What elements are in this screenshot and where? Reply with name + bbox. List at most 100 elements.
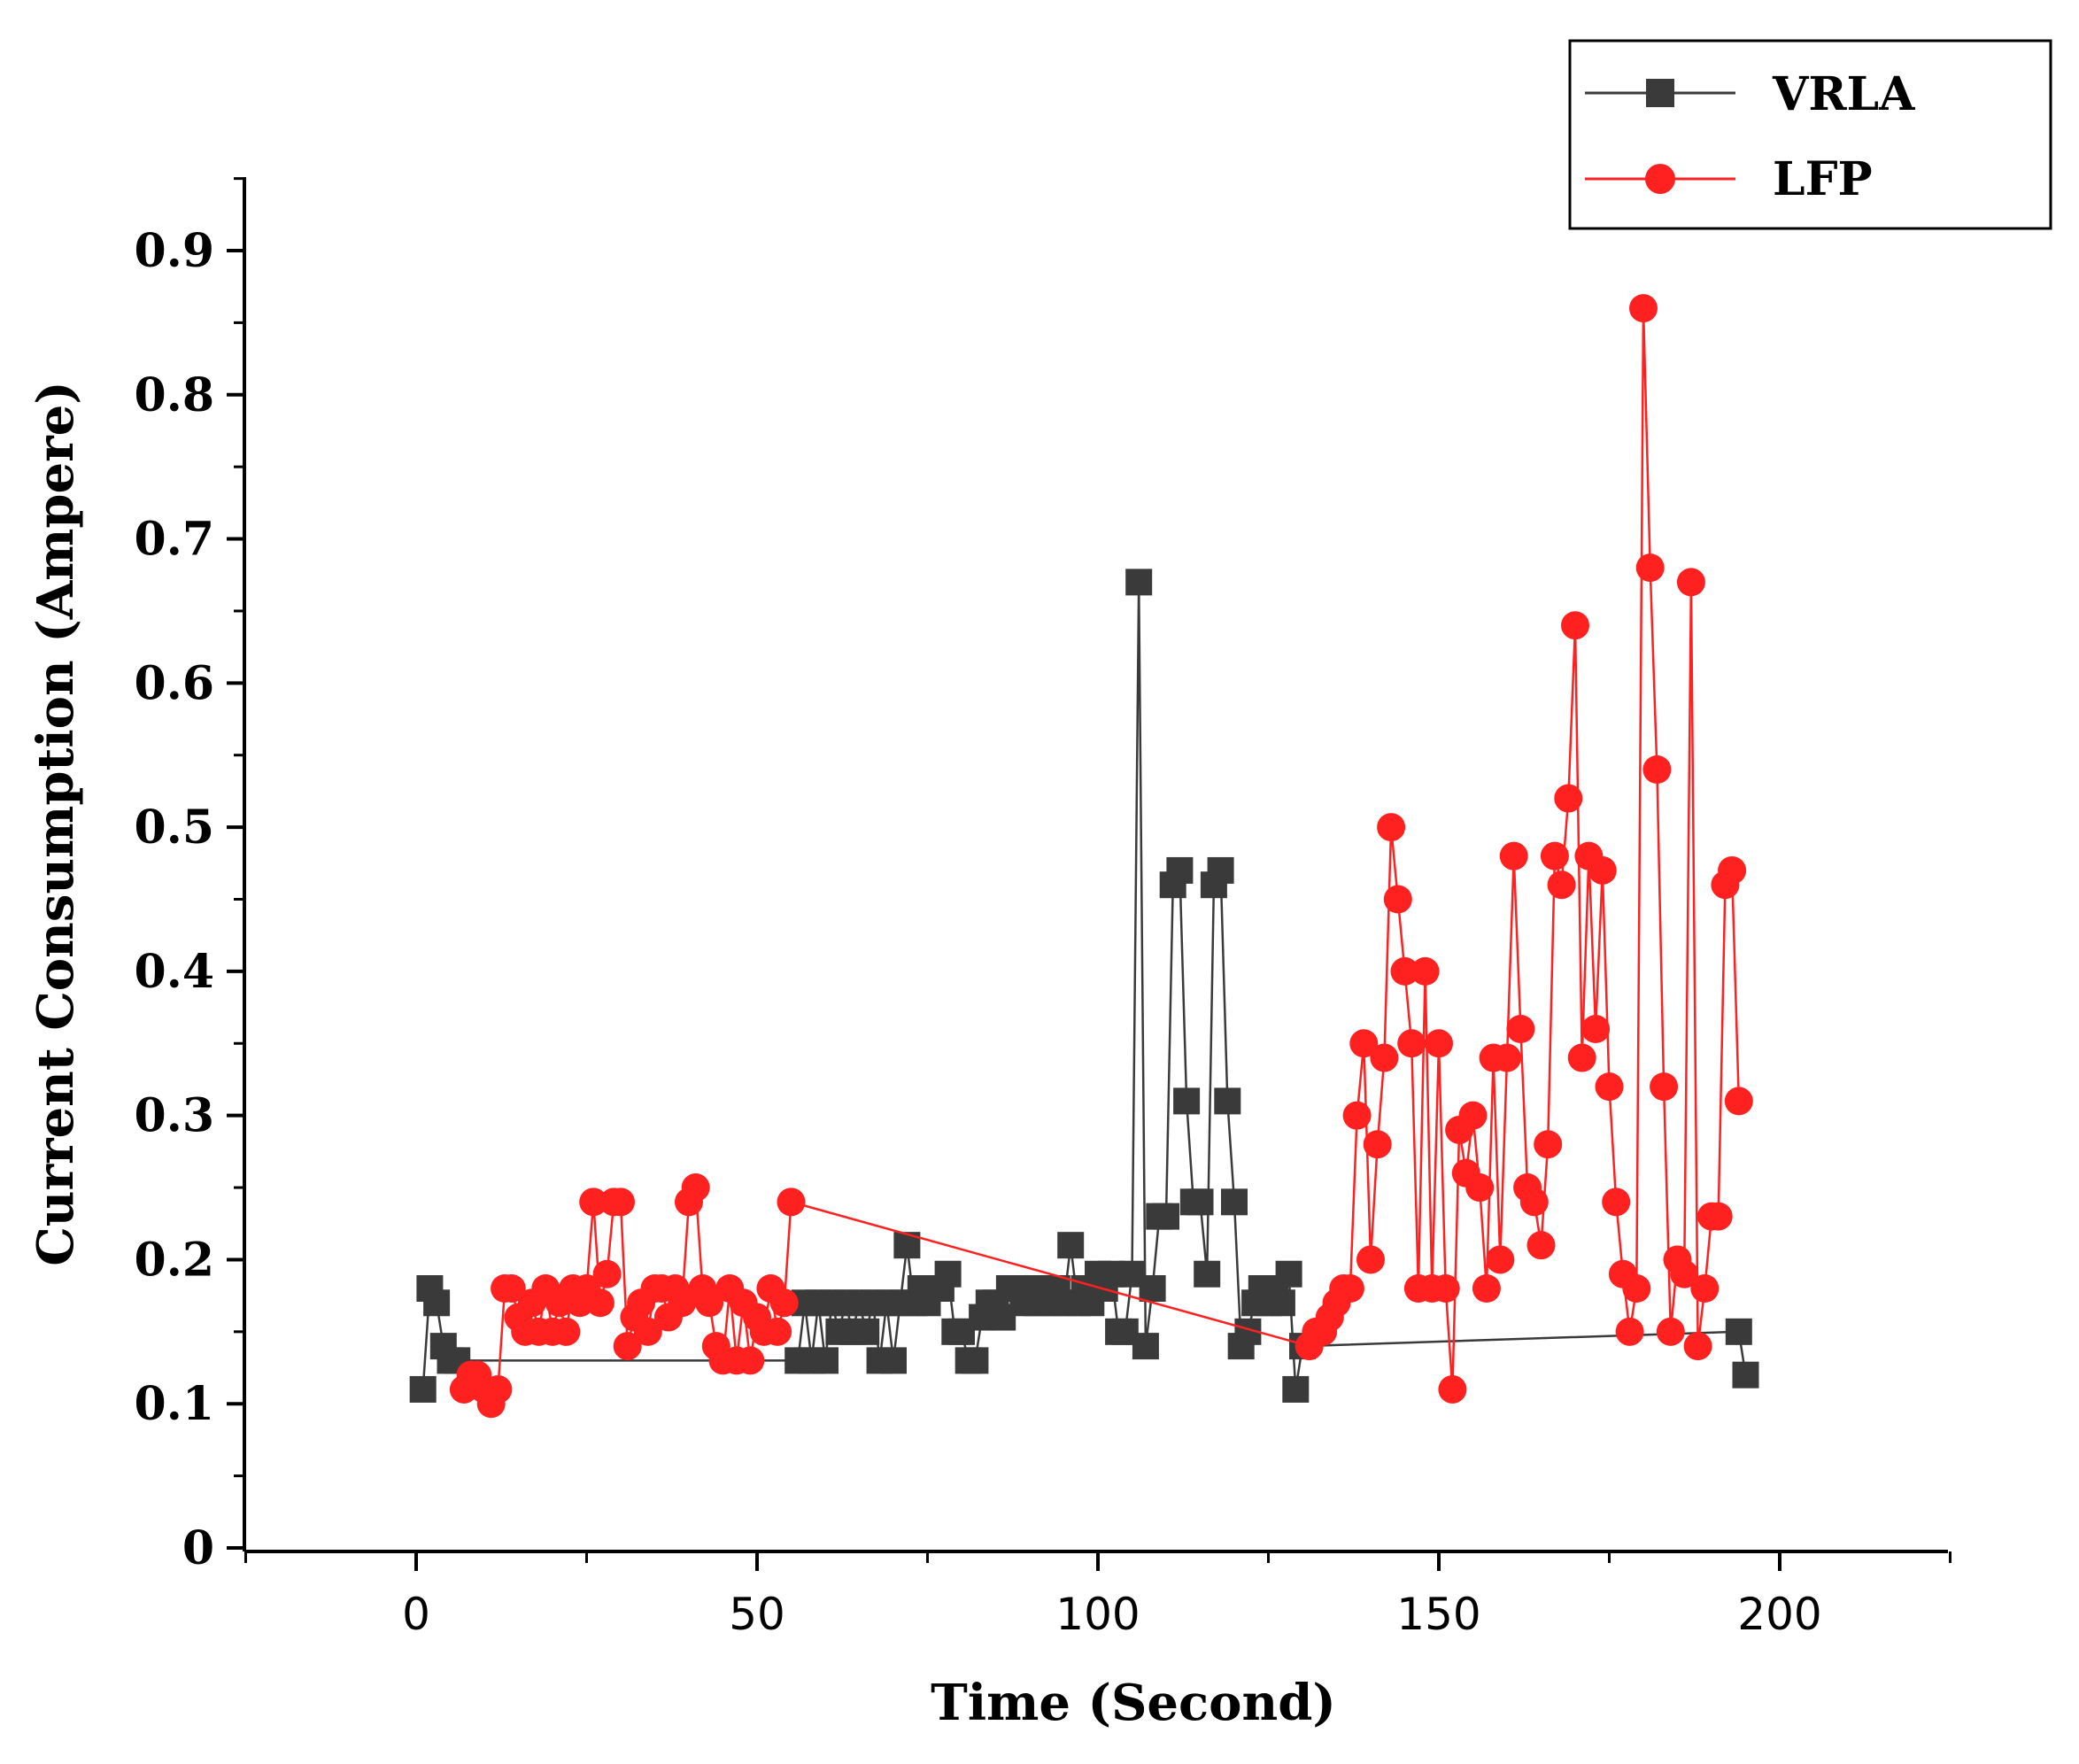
y-tick-label-0.3: 0.3 (135, 1089, 214, 1143)
data-point-vrla (1125, 569, 1153, 596)
data-point-lfp (1683, 1332, 1712, 1361)
data-point-vrla (1732, 1361, 1759, 1389)
data-point-lfp (1438, 1374, 1467, 1404)
data-point-vrla (1275, 1260, 1302, 1288)
data-point-lfp (613, 1332, 642, 1361)
series-line-vrla (421, 582, 1747, 1390)
y-tick-label-0.6: 0.6 (135, 656, 214, 710)
data-point-lfp (579, 1188, 608, 1217)
data-point-vrla (1282, 1375, 1310, 1403)
x-tick-label-50: 50 (729, 1589, 785, 1640)
data-point-vrla (1139, 1275, 1166, 1302)
data-point-lfp (1595, 1072, 1624, 1102)
data-point-lfp (1629, 294, 1658, 323)
y-tick-label-0.7: 0.7 (135, 513, 214, 567)
data-point-lfp (607, 1188, 635, 1217)
y-tick-label-0.8: 0.8 (135, 368, 214, 422)
data-point-lfp (1383, 885, 1412, 914)
data-point-vrla (1221, 1188, 1248, 1216)
y-tick-label-0.5: 0.5 (135, 801, 214, 855)
data-point-vrla (409, 1375, 437, 1403)
data-point-vrla (1186, 1188, 1214, 1216)
data-point-vrla (812, 1347, 839, 1374)
y-tick-label-0.4: 0.4 (135, 945, 214, 999)
data-point-lfp (1704, 1202, 1733, 1231)
data-point-lfp (1397, 1029, 1426, 1058)
y-tick-label-0.1: 0.1 (135, 1377, 214, 1431)
legend-label-lfp: LFP (1773, 152, 1873, 206)
data-point-lfp (1499, 841, 1528, 870)
data-point-lfp (483, 1374, 513, 1404)
series-lfp (449, 294, 1753, 1419)
data-point-vrla (1166, 856, 1194, 884)
data-point-lfp (668, 1288, 697, 1318)
data-point-lfp (1472, 1274, 1501, 1303)
data-point-lfp (1567, 1043, 1596, 1072)
data-point-lfp (1554, 784, 1583, 813)
data-point-lfp (1458, 1101, 1488, 1130)
data-point-lfp (1718, 855, 1747, 885)
data-point-lfp (1486, 1245, 1515, 1274)
data-point-lfp (1370, 1043, 1399, 1072)
data-point-lfp (1690, 1274, 1720, 1303)
data-point-lfp (763, 1317, 792, 1346)
data-point-vrla (1173, 1087, 1201, 1115)
data-point-lfp (1622, 1274, 1651, 1303)
data-point-lfp (1724, 1087, 1753, 1116)
data-point-lfp (1534, 1130, 1563, 1159)
plot-area (409, 294, 1759, 1419)
data-point-lfp (1425, 1029, 1453, 1058)
x-tick-label-200: 200 (1737, 1589, 1821, 1640)
data-point-lfp (777, 1188, 806, 1217)
legend-marker-lfp (1645, 164, 1675, 194)
y-tick-label-0.2: 0.2 (135, 1233, 214, 1287)
data-point-lfp (1588, 855, 1617, 885)
legend-label-vrla: VRLA (1772, 67, 1915, 121)
data-point-lfp (1650, 1072, 1679, 1102)
data-point-vrla (962, 1347, 989, 1374)
y-ticks: 0 0.1 0.2 0.3 0.4 0.5 0.6 0.7 0.8 0.9 (135, 177, 244, 1575)
data-point-vrla (1194, 1260, 1221, 1288)
data-point-lfp (1349, 1029, 1379, 1058)
data-point-vrla (1207, 856, 1234, 884)
data-point-lfp (1493, 1043, 1521, 1072)
y-tick-label-0: 0 (182, 1521, 214, 1575)
legend-box (1568, 39, 2052, 230)
x-tick-label-100: 100 (1055, 1589, 1140, 1640)
data-point-lfp (592, 1259, 622, 1288)
data-point-lfp (736, 1346, 765, 1375)
data-point-lfp (1676, 568, 1705, 597)
data-point-lfp (1519, 1188, 1549, 1217)
x-tick-label-0: 0 (402, 1589, 430, 1640)
y-axis-title: Current Consumption (Ampere) (27, 381, 85, 1266)
data-point-lfp (1670, 1259, 1699, 1288)
data-point-lfp (552, 1317, 581, 1346)
data-point-vrla (1153, 1203, 1179, 1230)
data-point-vrla (1725, 1318, 1752, 1345)
data-point-lfp (1335, 1274, 1364, 1303)
data-point-lfp (1635, 553, 1665, 583)
data-point-lfp (1506, 1015, 1535, 1043)
data-point-lfp (769, 1288, 799, 1318)
y-tick-label-0.9: 0.9 (135, 224, 214, 278)
legend-marker-vrla (1646, 79, 1674, 107)
data-point-lfp (633, 1317, 662, 1346)
data-point-lfp (1602, 1188, 1631, 1217)
data-point-lfp (497, 1274, 526, 1303)
data-point-vrla (880, 1347, 907, 1374)
data-point-vrla (1132, 1333, 1159, 1360)
data-point-vrla (1057, 1232, 1085, 1259)
data-point-lfp (1431, 1274, 1460, 1303)
legend: VRLA LFP (1568, 39, 2052, 230)
data-point-lfp (1465, 1173, 1495, 1203)
data-point-lfp (695, 1288, 724, 1318)
data-point-lfp (1547, 870, 1576, 900)
data-point-lfp (1390, 956, 1419, 986)
data-point-lfp (1356, 1245, 1385, 1274)
data-point-lfp (1363, 1130, 1392, 1159)
data-point-lfp (1656, 1317, 1685, 1346)
data-point-lfp (1342, 1101, 1372, 1130)
series-vrla (409, 569, 1759, 1403)
data-point-vrla (934, 1260, 962, 1288)
data-point-lfp (1526, 1231, 1556, 1260)
